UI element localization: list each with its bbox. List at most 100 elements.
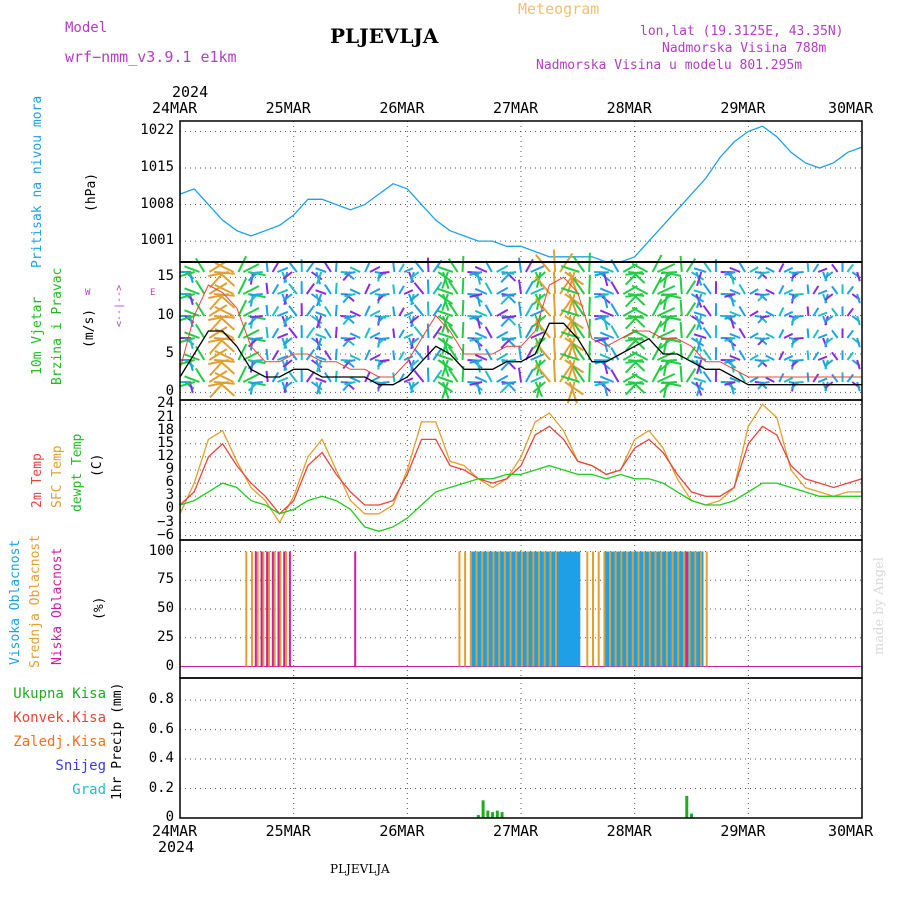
- wind-arrow: [793, 315, 804, 318]
- cloud-bar: [251, 551, 253, 667]
- t2m-temp-line: [179, 425, 863, 515]
- wind-arrow: [349, 266, 361, 273]
- wind-arrow: [856, 381, 861, 392]
- cloud-bar: [271, 551, 274, 667]
- wind-arrow: [518, 279, 522, 295]
- wind-arrow: [501, 315, 517, 319]
- wind-arrow: [334, 326, 338, 339]
- wind-arrow: [724, 271, 736, 276]
- wind-arrow: [685, 302, 697, 317]
- cloud-bar: [245, 551, 248, 667]
- cloud-bar: [494, 551, 500, 667]
- precip-label: 1hr Precip (mm): [110, 682, 125, 800]
- wind-arrow: [660, 271, 677, 275]
- wind-arrow: [702, 305, 712, 317]
- wind-arrow: [496, 308, 509, 317]
- wind-arrow: [812, 285, 820, 295]
- cloud-bar: [458, 551, 461, 667]
- wind-arrow: [729, 288, 741, 295]
- compass-w: W: [85, 288, 91, 298]
- wind-arrow: [651, 276, 663, 295]
- wind-arrow: [693, 311, 707, 317]
- wind-arrow: [518, 301, 522, 317]
- wind-arrow: [369, 331, 381, 339]
- wind-arrow: [282, 337, 293, 346]
- wind-arrow: [315, 315, 323, 329]
- cloud-bar: [603, 551, 609, 667]
- wind-arrow: [432, 281, 443, 295]
- wind-arrow: [209, 337, 225, 355]
- wind-arrow: [484, 304, 493, 317]
- cloud-bar: [689, 551, 694, 667]
- cloud-bar: [565, 551, 571, 667]
- wind-arrow: [184, 265, 200, 273]
- wind-label-2: Brzina i Pravac: [50, 267, 65, 385]
- wind-arrow: [324, 306, 332, 317]
- temp-tick-label: 9: [165, 461, 174, 477]
- wind-arrow: [364, 283, 371, 295]
- wind-arrow: [324, 284, 332, 295]
- wind-arrow: [315, 311, 327, 317]
- wind-arrow: [824, 271, 834, 279]
- model-label: Model: [65, 20, 108, 36]
- wind-arrow: [625, 315, 643, 320]
- wind-arrow: [724, 315, 736, 320]
- wind-arrow: [685, 258, 697, 273]
- precip-panel-frame: [179, 677, 863, 819]
- cloud-bar: [503, 551, 506, 667]
- wind-arrow: [271, 283, 280, 295]
- top-day-label: 29MAR: [720, 99, 766, 117]
- cloud-bar: [586, 551, 589, 667]
- wind-arrow: [413, 326, 425, 339]
- cloud-bar: [509, 551, 512, 667]
- wind-arrow: [413, 370, 425, 383]
- wind-arrow: [409, 271, 420, 280]
- wind-arrow: [237, 343, 248, 361]
- wind-tick-label: 10: [157, 306, 174, 323]
- wind-arrow: [817, 333, 828, 339]
- wind-arrow: [469, 271, 483, 276]
- wind-arrow: [765, 288, 775, 295]
- wind-arrow: [560, 375, 580, 383]
- wind-arrow: [398, 263, 405, 273]
- cloud-bar: [532, 551, 535, 667]
- wind-arrow: [315, 289, 327, 295]
- wind-arrow: [441, 337, 449, 355]
- bottom-year-label: 2024: [158, 838, 195, 856]
- precip-bar: [491, 812, 495, 818]
- wind-arrow: [214, 306, 235, 317]
- wind-arrow: [568, 337, 578, 360]
- wind-arrow: [568, 359, 578, 382]
- wind-arrow: [572, 365, 586, 383]
- cloud-bar: [660, 551, 663, 667]
- wind-arrow: [749, 332, 759, 339]
- wind-arrow: [846, 351, 854, 361]
- precip-bar: [500, 812, 504, 818]
- wind-arrow: [277, 332, 289, 339]
- wind-arrow: [568, 315, 578, 338]
- wind-arrow: [560, 309, 580, 317]
- wind-arrow: [208, 293, 229, 299]
- wind-arrow: [662, 293, 669, 310]
- wind-arrow: [249, 293, 263, 297]
- wind-arrow: [178, 337, 195, 344]
- cloud-bar: [471, 551, 477, 667]
- wind-arrow: [817, 377, 828, 383]
- wind-arrow: [476, 315, 481, 329]
- wind-arrow: [474, 375, 488, 383]
- wind-arrow: [625, 337, 643, 342]
- wind-arrow: [271, 349, 280, 361]
- wind-arrow: [379, 315, 390, 319]
- wind-arrow: [535, 320, 551, 339]
- wind-arrow: [476, 271, 481, 285]
- wind-arrow: [662, 381, 669, 398]
- cloud-bar: [648, 551, 651, 667]
- wind-arrow: [696, 337, 703, 353]
- wind-arrow: [237, 277, 248, 295]
- cloud-bar: [256, 551, 259, 667]
- cloud-bar: [660, 551, 666, 667]
- cloud-bar: [654, 551, 657, 667]
- wind-arrow: [824, 337, 834, 345]
- wind-arrow: [685, 280, 697, 295]
- wind-arrow: [305, 371, 316, 383]
